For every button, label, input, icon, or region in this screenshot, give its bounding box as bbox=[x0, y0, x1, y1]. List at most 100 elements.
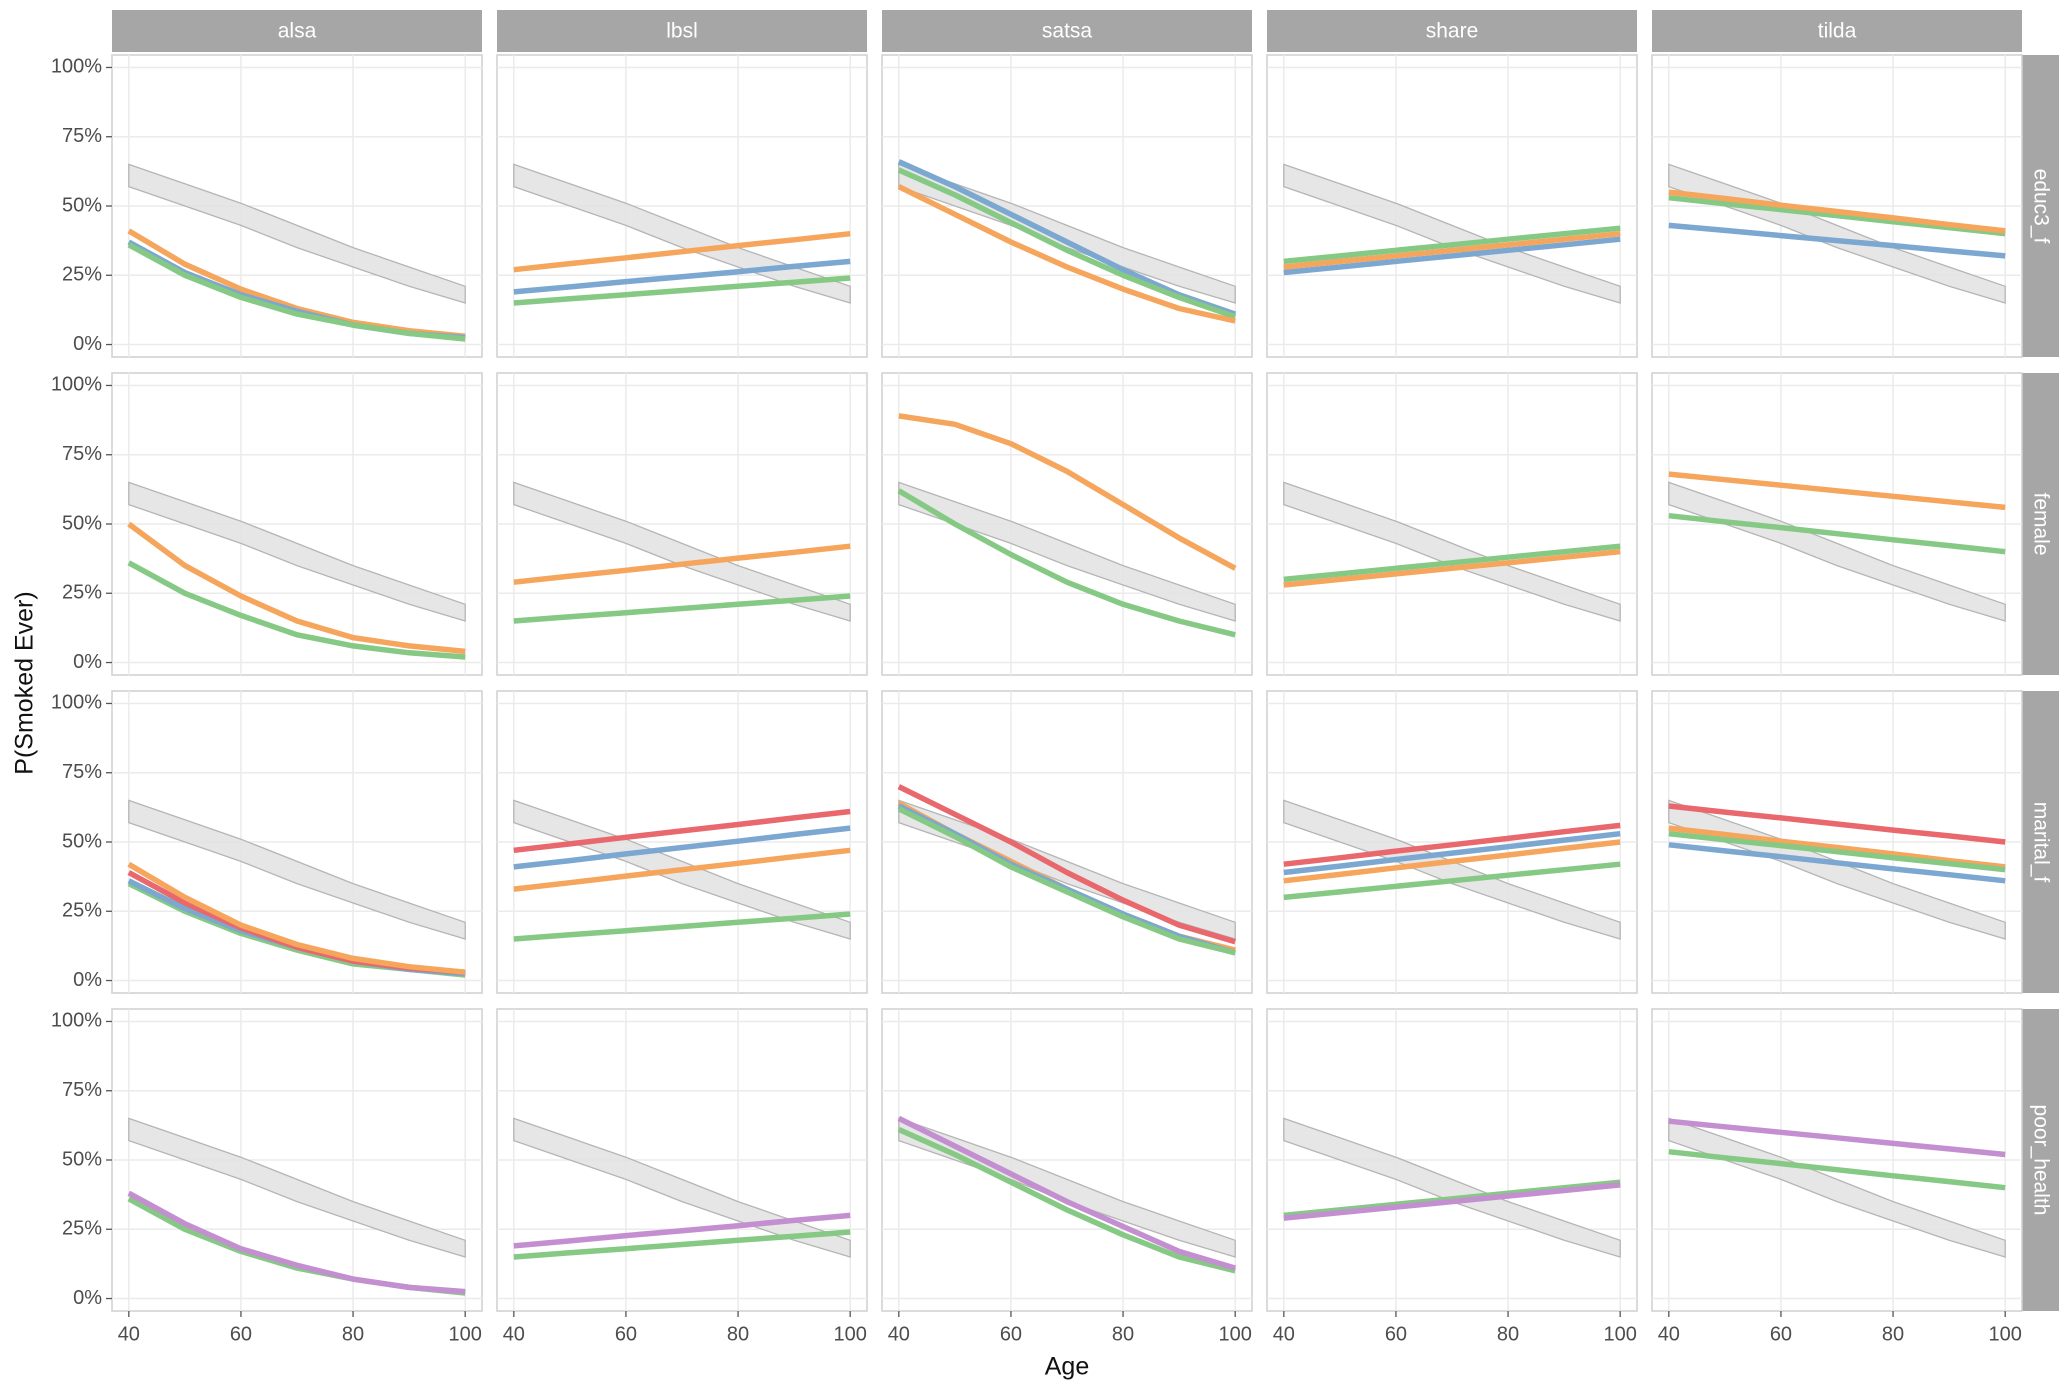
y-tick-label: 100% bbox=[51, 692, 102, 714]
x-tick-label: 60 bbox=[615, 1323, 637, 1345]
x-tick-label: 40 bbox=[1658, 1323, 1680, 1345]
column-strip bbox=[1652, 10, 2022, 52]
row-strip-label: poor_health bbox=[2029, 1105, 2052, 1216]
column-strip-label: alsa bbox=[278, 20, 317, 43]
series-line bbox=[1668, 1148, 2006, 1191]
row-strip-label: educ3_f bbox=[2029, 169, 2052, 244]
series-line bbox=[897, 1115, 1236, 1271]
row-strip bbox=[2022, 373, 2059, 675]
y-axis-title: P(Smoked Ever) bbox=[11, 591, 39, 774]
y-tick-label: 75% bbox=[62, 1079, 102, 1101]
series-line bbox=[1668, 512, 2006, 555]
y-tick-label: 75% bbox=[62, 443, 102, 465]
x-tick-label: 40 bbox=[118, 1323, 140, 1345]
y-tick-label: 50% bbox=[62, 194, 102, 216]
series-line bbox=[513, 1229, 851, 1260]
column-strip-label: lbsl bbox=[666, 20, 698, 43]
x-tick-label: 100 bbox=[1603, 1323, 1636, 1345]
x-tick-label: 80 bbox=[1497, 1323, 1519, 1345]
series-line bbox=[513, 258, 851, 295]
band bbox=[898, 481, 1236, 622]
row-strip bbox=[2022, 691, 2059, 993]
x-tick-label: 100 bbox=[448, 1323, 481, 1345]
series-line bbox=[1668, 189, 2006, 234]
y-tick-label: 100% bbox=[51, 374, 102, 396]
series-line bbox=[513, 543, 851, 585]
series-line bbox=[1283, 830, 1621, 876]
series-line bbox=[1668, 825, 2006, 870]
series-line bbox=[1283, 236, 1621, 276]
y-tick-label: 75% bbox=[62, 761, 102, 783]
y-tick-label: 25% bbox=[62, 1218, 102, 1240]
series-line bbox=[1283, 548, 1621, 588]
series-line bbox=[127, 1190, 466, 1295]
x-tick-label: 40 bbox=[503, 1323, 525, 1345]
series-line bbox=[513, 847, 851, 892]
row-strip bbox=[2022, 1009, 2059, 1311]
series-line bbox=[897, 167, 1237, 320]
x-tick-label: 100 bbox=[1218, 1323, 1251, 1345]
y-tick-label: 50% bbox=[62, 830, 102, 852]
series-line bbox=[513, 825, 851, 870]
x-tick-label: 60 bbox=[1000, 1323, 1022, 1345]
series-line bbox=[127, 242, 466, 342]
series-line bbox=[1283, 839, 1621, 884]
band bbox=[1283, 1117, 1621, 1258]
series-line bbox=[513, 593, 851, 624]
x-tick-label: 80 bbox=[727, 1323, 749, 1345]
series-line bbox=[897, 488, 1236, 638]
band bbox=[513, 481, 851, 622]
series-line bbox=[513, 1212, 851, 1249]
column-strip bbox=[497, 10, 867, 52]
x-tick-label: 60 bbox=[1385, 1323, 1407, 1345]
column-strip bbox=[112, 10, 482, 52]
series-line bbox=[1668, 222, 2006, 259]
band bbox=[128, 1117, 466, 1258]
series-line bbox=[897, 1126, 1236, 1274]
series-line bbox=[513, 230, 851, 273]
band bbox=[1283, 481, 1621, 622]
x-tick-label: 80 bbox=[342, 1323, 364, 1345]
band bbox=[128, 163, 466, 304]
y-tick-label: 25% bbox=[62, 582, 102, 604]
series-line bbox=[1283, 225, 1621, 265]
y-tick-label: 75% bbox=[62, 125, 102, 147]
y-tick-label: 50% bbox=[62, 1148, 102, 1170]
x-axis-title: Age bbox=[1045, 1353, 1089, 1381]
y-tick-label: 25% bbox=[62, 900, 102, 922]
y-tick-label: 0% bbox=[73, 333, 102, 355]
series-line bbox=[1668, 842, 2006, 884]
y-tick-label: 100% bbox=[51, 1010, 102, 1032]
band bbox=[128, 481, 466, 622]
y-tick-label: 50% bbox=[62, 512, 102, 534]
series-line bbox=[1283, 861, 1621, 901]
series-line bbox=[1283, 822, 1621, 867]
x-tick-label: 80 bbox=[1112, 1323, 1134, 1345]
series-line bbox=[897, 784, 1236, 945]
series-line bbox=[127, 560, 466, 660]
x-tick-label: 100 bbox=[1988, 1323, 2021, 1345]
column-strip-label: satsa bbox=[1042, 20, 1093, 43]
row-strip-label: marital_f bbox=[2029, 802, 2052, 883]
x-tick-label: 40 bbox=[888, 1323, 910, 1345]
series-line bbox=[1668, 803, 2006, 845]
y-tick-label: 0% bbox=[73, 1287, 102, 1309]
series-line bbox=[1283, 230, 1621, 270]
column-strip-label: tilda bbox=[1818, 20, 1857, 43]
row-strip bbox=[2022, 55, 2059, 357]
series-line bbox=[1283, 1182, 1621, 1221]
x-tick-label: 60 bbox=[230, 1323, 252, 1345]
series-line bbox=[1668, 830, 2006, 873]
column-strip bbox=[1267, 10, 1637, 52]
band bbox=[128, 799, 466, 940]
band bbox=[1283, 163, 1621, 304]
series-line bbox=[513, 911, 851, 942]
series-line bbox=[1283, 543, 1621, 583]
y-tick-label: 25% bbox=[62, 264, 102, 286]
series-line bbox=[513, 808, 851, 854]
x-tick-label: 100 bbox=[833, 1323, 866, 1345]
column-strip-label: share bbox=[1426, 20, 1479, 43]
series-line bbox=[897, 806, 1236, 956]
series-line bbox=[1668, 1118, 2006, 1158]
y-tick-label: 0% bbox=[73, 651, 102, 673]
